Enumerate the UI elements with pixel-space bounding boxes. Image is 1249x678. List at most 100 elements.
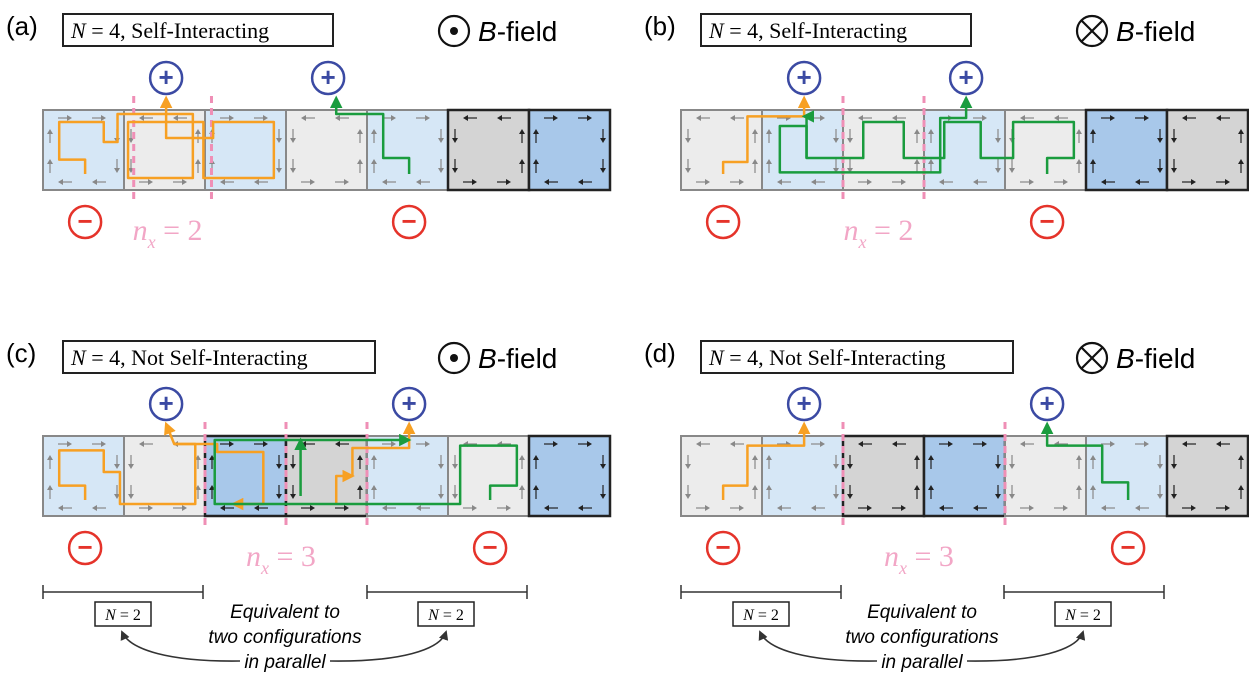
cell-arrow: [752, 159, 758, 173]
green-current-path: [778, 95, 1076, 174]
cell-arrow-head: [847, 138, 853, 143]
cell-arrow-head: [1063, 505, 1068, 511]
terminal-circle: [148, 60, 184, 96]
cell-arrow-head: [1076, 485, 1082, 490]
cell-arrow: [1020, 505, 1034, 511]
nx-n: n: [844, 214, 859, 247]
terminal-circle: [786, 60, 822, 96]
cell-arrow-head: [438, 168, 444, 173]
plus-terminal-icon: +: [310, 60, 346, 96]
terminal-circle: [1029, 204, 1065, 240]
cell-arrow: [995, 455, 1001, 469]
cell-arrow: [497, 505, 511, 511]
cell-arrow: [939, 505, 953, 511]
cell-arrow: [58, 179, 72, 185]
cell-arrow-head: [833, 168, 839, 173]
cell-arrow: [438, 455, 444, 469]
cell-arrow-head: [544, 505, 549, 511]
cell-arrow: [685, 129, 691, 143]
cell-arrow-head: [533, 129, 539, 134]
cell-arrow: [371, 129, 377, 143]
cell-arrow: [139, 505, 153, 511]
n2-box-label: N = 2: [1064, 607, 1101, 624]
cell-arrow: [928, 455, 934, 469]
cell-arrow-head: [220, 179, 225, 185]
cell-arrow: [58, 115, 72, 121]
cell-arrow-head: [578, 179, 583, 185]
cell-arrow: [114, 159, 120, 173]
cell-arrow: [92, 115, 106, 121]
n2-box: [417, 601, 475, 627]
panel-title: N = 4, Not Self-Interacting: [70, 345, 308, 370]
cell-arrow-head: [820, 441, 825, 447]
cell-arrow-head: [1238, 129, 1244, 134]
terminal-symbol: +: [797, 62, 812, 92]
cell-arrow: [685, 455, 691, 469]
panel-letter: (b): [644, 11, 676, 41]
cell-arrow: [939, 441, 953, 447]
cell-arrow-head: [928, 129, 934, 134]
cell-arrow: [995, 485, 1001, 499]
cell-arrow: [290, 455, 296, 469]
lattice-cell: [680, 435, 763, 517]
cell-arrow: [220, 179, 234, 185]
cell-arrow: [371, 159, 377, 173]
cell-arrow-head: [438, 464, 444, 469]
cell-arrow: [1090, 129, 1096, 143]
cell-arrow: [1090, 159, 1096, 173]
cell-arrow-head: [939, 505, 944, 511]
n2-box-label: N = 2: [427, 607, 464, 624]
panel-title-n: N: [708, 345, 725, 370]
cell-arrow-head: [1135, 179, 1140, 185]
cell-arrow: [847, 129, 853, 143]
cell-arrow-head: [290, 138, 296, 143]
field-label: B-field: [1116, 343, 1195, 374]
cell-arrow: [47, 485, 53, 499]
cell-arrow: [497, 115, 511, 121]
cell-arrow-head: [1020, 441, 1025, 447]
terminal-symbol: −: [402, 206, 417, 236]
cell-arrow: [438, 159, 444, 173]
nx-n: n: [246, 540, 261, 573]
cell-arrow-head: [553, 115, 558, 121]
lattice-cell: [123, 109, 206, 191]
cell-arrow: [47, 455, 53, 469]
minus-terminal-icon: −: [1029, 204, 1065, 240]
cell-arrow: [301, 179, 315, 185]
terminal-circle: [705, 530, 741, 566]
cell-arrow: [1135, 505, 1149, 511]
cell-arrow-head: [220, 505, 225, 511]
field-label-b: B: [478, 343, 497, 374]
field-label-rest: -field: [1135, 16, 1196, 47]
cell-arrow: [1101, 505, 1115, 511]
cell-arrow-head: [847, 464, 853, 469]
field-out-of-page-icon: [437, 14, 471, 48]
cell-arrow-head: [1009, 464, 1015, 469]
cell-arrow: [777, 505, 791, 511]
cell-arrow-head: [301, 115, 306, 121]
lattice-cell: [922, 434, 1007, 518]
cell-arrow: [1101, 115, 1115, 121]
cell-arrow-head: [1238, 485, 1244, 490]
cell-arrow: [1135, 179, 1149, 185]
cell-arrow-head: [973, 505, 978, 511]
lattice-cell: [366, 109, 449, 191]
cell-arrow: [1054, 179, 1068, 185]
cell-arrow-head: [47, 455, 53, 460]
cell-arrow-head: [685, 138, 691, 143]
cell-arrow: [696, 115, 710, 121]
cell-arrow: [371, 485, 377, 499]
cell-arrow-head: [533, 455, 539, 460]
terminal-symbol: −: [483, 532, 498, 562]
cell-arrow: [1054, 115, 1068, 121]
cell-arrow: [544, 115, 558, 121]
cell-arrow-head: [847, 168, 853, 173]
cell-arrow-head: [730, 115, 735, 121]
cell-arrow-head: [995, 138, 1001, 143]
cell-arrow-head: [101, 441, 106, 447]
cell-arrow-head: [820, 115, 825, 121]
terminal-symbol: −: [716, 532, 731, 562]
cell-arrow-head: [425, 115, 430, 121]
cell-arrow: [1157, 485, 1163, 499]
cell-arrow-head: [685, 464, 691, 469]
